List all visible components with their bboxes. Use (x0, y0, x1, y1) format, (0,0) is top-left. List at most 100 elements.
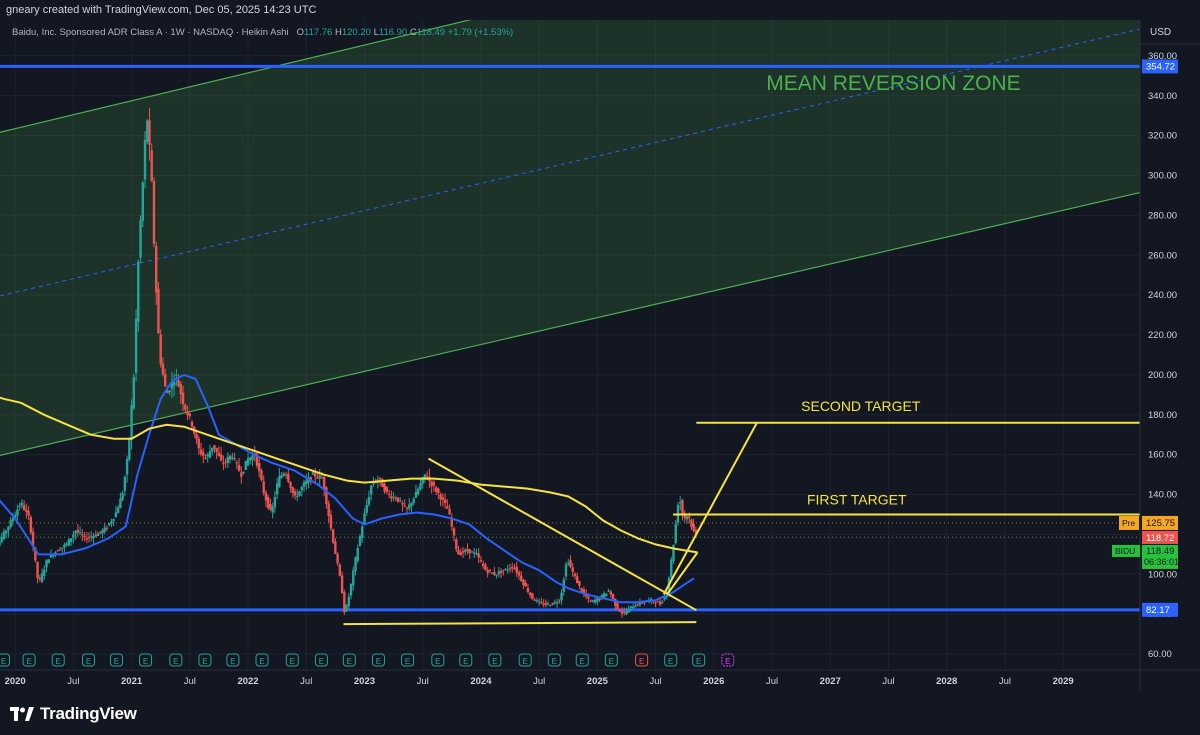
candle-body (318, 475, 321, 479)
candle-body (298, 491, 301, 496)
x-tick-label: 2029 (1053, 676, 1074, 687)
candle-body (345, 604, 348, 612)
candle-body (439, 494, 442, 500)
candle-body (72, 534, 75, 538)
candle-body (25, 509, 28, 512)
candle-body (99, 531, 102, 533)
candle-body (137, 261, 140, 322)
candle-body (520, 575, 523, 581)
candle-body (233, 458, 236, 460)
earnings-letter: E (143, 657, 148, 666)
candle-body (159, 334, 162, 365)
candle-body (582, 589, 586, 594)
earnings-icon (459, 653, 473, 667)
level-price-tag (1142, 602, 1178, 617)
candle-body (464, 549, 467, 552)
high-label: H (334, 27, 342, 38)
candle-body (390, 496, 393, 499)
earnings-letter: E (522, 657, 527, 666)
low-label: L (373, 27, 379, 38)
candle-body (179, 384, 183, 395)
candle-body (679, 501, 682, 504)
candle-body (67, 539, 71, 546)
candle-body (163, 373, 167, 387)
candle-body (573, 573, 577, 577)
candle-body (432, 482, 436, 486)
candle-body (524, 583, 527, 587)
candle-body (477, 553, 480, 558)
candle-body (215, 447, 218, 453)
candle-body (219, 454, 223, 461)
candle-body (499, 570, 503, 574)
last-price-tag (1142, 544, 1178, 569)
candle-body (92, 536, 95, 539)
candle-body (475, 553, 478, 555)
candle-body (83, 535, 86, 537)
candle-body (275, 483, 279, 495)
x-tick-label: 2028 (936, 676, 957, 687)
candle-body (661, 601, 664, 603)
candle-body (204, 457, 207, 459)
candle-body (188, 413, 192, 417)
candle-body (526, 587, 530, 593)
earnings-letter: E (230, 657, 235, 666)
level-price-label: 82.17 (1146, 605, 1170, 616)
candle-body (412, 498, 415, 504)
candle-body (627, 608, 630, 613)
candle-body (331, 529, 335, 543)
earnings-icon (255, 653, 269, 667)
earnings-letter: E (290, 657, 295, 666)
candle-body (287, 473, 290, 482)
tradingview-logo[interactable]: TradingView (10, 704, 137, 724)
candle-body (226, 457, 230, 464)
candle-body (513, 568, 516, 570)
chart-background (0, 20, 1200, 690)
y-tick-label: 140.00 (1148, 490, 1177, 501)
candle-body (78, 532, 82, 534)
candle-body (694, 529, 698, 536)
candle-body (692, 523, 695, 531)
candle-body (443, 499, 447, 504)
candle-body (437, 488, 440, 494)
candle-body (251, 455, 254, 461)
candle-body (36, 561, 39, 579)
candle-body (273, 497, 277, 508)
candle-body (674, 524, 677, 543)
candle-body (365, 504, 368, 513)
upcoming-earnings-icon (721, 653, 735, 667)
y-tick-label: 200.00 (1148, 370, 1177, 381)
candle-body (504, 568, 507, 570)
pre-market-price-tag (1142, 515, 1178, 530)
candle-body (278, 475, 281, 488)
projection-lower (666, 551, 699, 595)
symbol-prefix: BIDU (1115, 546, 1135, 556)
candle-body (110, 521, 113, 524)
candle-body (197, 438, 200, 449)
candle-body (455, 539, 458, 550)
price-chart[interactable]: MEAN REVERSION ZONE SECOND TARGET FIRST TA… (0, 20, 1200, 690)
candle-body (103, 527, 106, 532)
candle-body (307, 477, 310, 483)
earnings-icon (285, 653, 299, 667)
candle-body (125, 458, 129, 475)
candle-body (587, 596, 590, 599)
candle-body (663, 595, 666, 600)
candle-body (128, 438, 131, 460)
countdown-timer: 06:36:01 (1144, 557, 1179, 567)
candle-body (16, 509, 19, 516)
candle-body (607, 590, 610, 592)
earnings-icon (139, 653, 153, 667)
candle-body (155, 246, 158, 293)
y-tick-label: 360.00 (1148, 51, 1177, 62)
candle-body (466, 549, 469, 551)
candle-body (558, 601, 561, 603)
candle-body (134, 318, 138, 373)
footer: TradingView (0, 690, 1200, 735)
symbol-legend: Baidu, Inc. Sponsored ADR Class A · 1W ·… (12, 27, 513, 38)
candle-body (29, 517, 33, 533)
candle-body (101, 529, 104, 534)
earnings-letter: E (114, 657, 119, 666)
currency-label: USD (1150, 27, 1171, 38)
candle-body (430, 481, 433, 487)
candle-body (598, 598, 601, 600)
